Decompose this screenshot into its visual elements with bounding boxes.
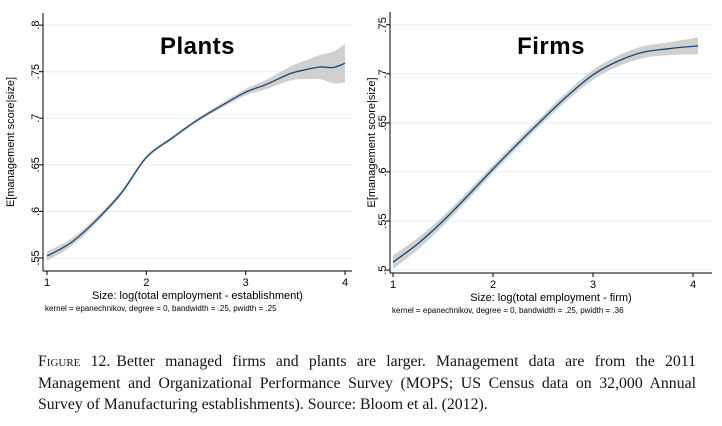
y-tick-label: .5 bbox=[377, 266, 389, 275]
caption-text: Better managed firms and plants are larg… bbox=[38, 353, 696, 414]
y-tick-label: .65 bbox=[30, 157, 42, 172]
y-tick-label: .55 bbox=[377, 213, 389, 228]
x-tick-label: 4 bbox=[342, 277, 348, 289]
kernel-mean-line bbox=[46, 62, 346, 257]
x-tick-label: 1 bbox=[390, 279, 396, 291]
chart-inner-title: Plants bbox=[160, 33, 235, 60]
y-tick-label: .75 bbox=[377, 17, 389, 32]
chart-inner-title: Firms bbox=[517, 33, 585, 60]
x-tick-label: 2 bbox=[143, 277, 149, 289]
confidence-band bbox=[393, 37, 698, 270]
kernel-note: kernel = epanechnikov, degree = 0, bandw… bbox=[392, 306, 624, 315]
charts-row: .55 .6 .65 .7 .75 .8 1 2 3 4 Size: log(total emplo… bbox=[0, 0, 722, 318]
kernel-note: kernel = epanechnikov, degree = 0, bandw… bbox=[45, 304, 277, 313]
confidence-band bbox=[47, 44, 345, 261]
x-tick-label: 3 bbox=[590, 279, 596, 291]
chart-firms: .5 .55 .6 .65 .7 .75 1 2 3 4 Size: log(total emplo… bbox=[361, 0, 722, 318]
kernel-mean-line bbox=[392, 45, 699, 263]
x-tick-label: 3 bbox=[243, 277, 249, 289]
y-tick-label: .65 bbox=[377, 115, 389, 130]
y-axis-title: E[management score|size] bbox=[5, 77, 17, 207]
x-axis-title: Size: log(total employment - firm) bbox=[470, 292, 631, 304]
y-tick-label: .7 bbox=[377, 69, 389, 78]
y-tick-label: .6 bbox=[377, 167, 389, 176]
plot-canvas: .5 .55 .6 .65 .7 .75 1 2 3 4 Size: log(total emplo… bbox=[366, 12, 712, 315]
x-tick-label: 4 bbox=[690, 279, 696, 291]
caption-label: Figure 12. bbox=[38, 353, 111, 370]
y-tick-label: .7 bbox=[30, 114, 42, 123]
y-tick-label: .55 bbox=[30, 250, 42, 265]
x-tick-label: 1 bbox=[44, 277, 50, 289]
y-tick-label: .8 bbox=[30, 21, 42, 30]
y-tick-label: .6 bbox=[30, 207, 42, 216]
y-axis-title: E[management score|size] bbox=[366, 77, 378, 207]
figure-caption: Figure 12. Better managed firms and plant… bbox=[38, 351, 696, 416]
x-tick-label: 2 bbox=[490, 279, 496, 291]
plot-canvas: .55 .6 .65 .7 .75 .8 1 2 3 4 Size: log(total emplo… bbox=[5, 13, 352, 313]
chart-plants: .55 .6 .65 .7 .75 .8 1 2 3 4 Size: log(total emplo… bbox=[0, 0, 361, 318]
x-axis-title: Size: log(total employment - establishme… bbox=[92, 290, 303, 302]
y-tick-label: .75 bbox=[30, 64, 42, 79]
